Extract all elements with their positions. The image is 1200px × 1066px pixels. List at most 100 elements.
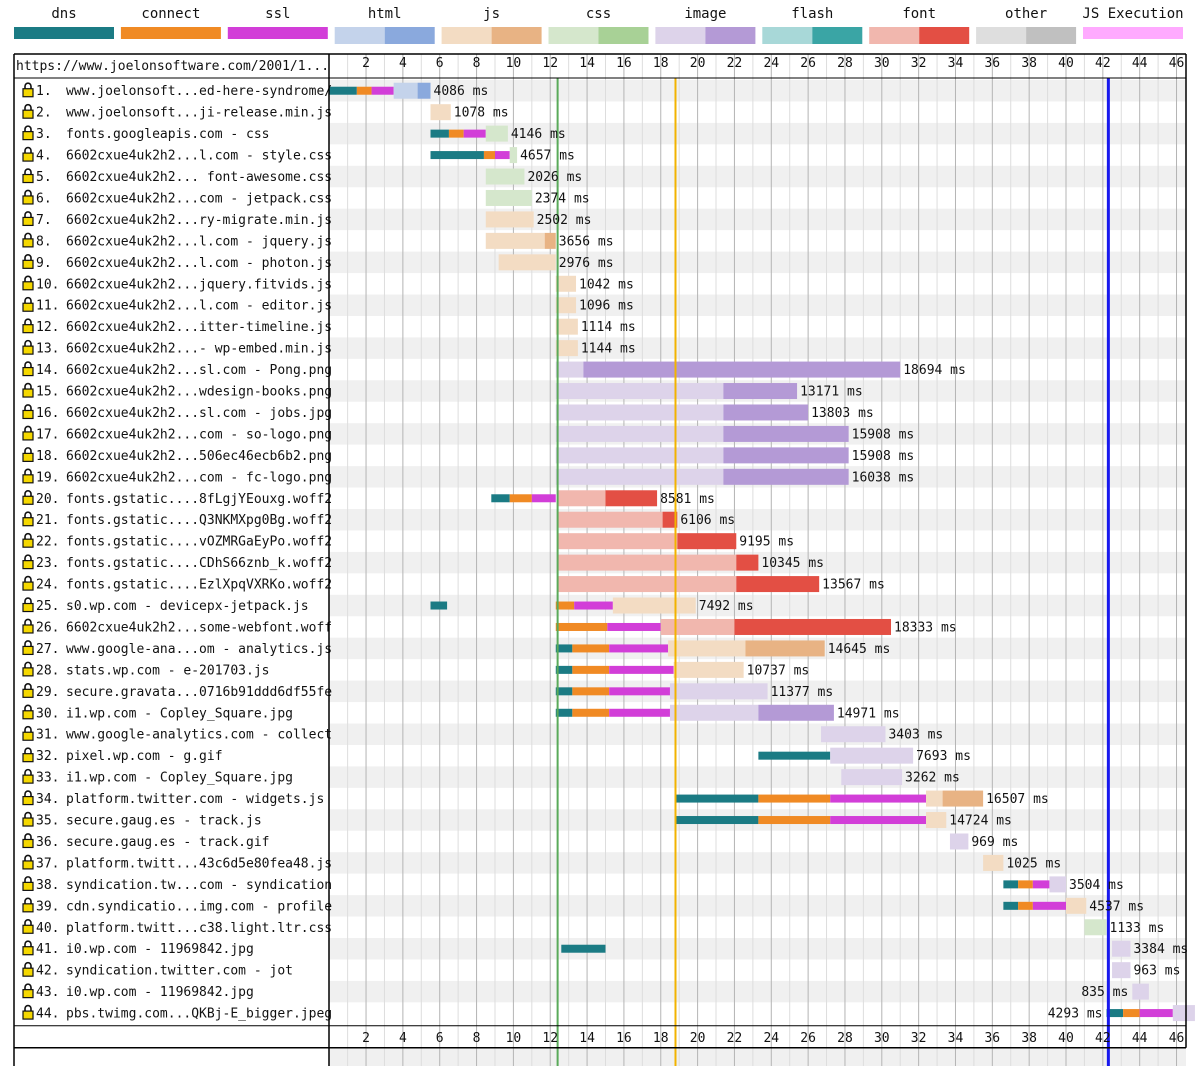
legend-swatch-font-download — [919, 27, 970, 44]
request-label[interactable]: fonts.gstatic....EzlXpqVXRKo.woff2 — [66, 578, 332, 593]
request-duration: 11377 ms — [771, 685, 834, 700]
bar-wait — [1066, 897, 1087, 914]
request-duration: 9195 ms — [739, 535, 794, 550]
request-duration: 15908 ms — [852, 449, 915, 464]
request-label[interactable]: platform.twitt...43c6d5e80fea48.js — [66, 856, 332, 871]
request-label[interactable]: stats.wp.com - e-201703.js — [66, 663, 270, 678]
x-tick-label-top: 6 — [436, 56, 444, 71]
row-stripe — [329, 80, 1186, 102]
bar-dns-extra — [430, 601, 448, 610]
row-stripe — [329, 723, 1186, 745]
request-duration: 2976 ms — [559, 256, 614, 271]
request-label[interactable]: 6602cxue4uk2h2...- wp-embed.min.js — [66, 342, 332, 357]
request-duration: 4146 ms — [511, 127, 566, 142]
bar-ssl — [1139, 1009, 1173, 1018]
request-label[interactable]: fonts.gstatic....8fLgjYEouxg.woff2 — [66, 492, 332, 507]
request-label[interactable]: www.joelonsoft...ed-here-syndrome/ — [66, 84, 332, 99]
request-label[interactable]: www.joelonsoft...ji-release.min.js — [66, 106, 332, 121]
request-label[interactable]: secure.gravata...0716b91ddd6df55fe — [66, 685, 332, 700]
bar-wait — [1084, 919, 1107, 936]
request-label[interactable]: syndication.twitter.com - jot — [66, 964, 293, 979]
bar-wait — [555, 383, 724, 400]
request-label[interactable]: 6602cxue4uk2h2...sl.com - Pong.png — [66, 363, 332, 378]
x-tick-label-bottom: 22 — [727, 1031, 743, 1046]
lock-icon — [22, 811, 34, 827]
bar-wait — [612, 597, 696, 614]
x-tick-label-bottom: 28 — [837, 1031, 853, 1046]
bar-recv — [583, 361, 901, 378]
request-label[interactable]: pixel.wp.com - g.gif — [66, 749, 223, 764]
request-label[interactable]: 6602cxue4uk2h2...ry-migrate.min.js — [66, 213, 332, 228]
x-tick-label-bottom: 36 — [984, 1031, 1000, 1046]
request-label[interactable]: 6602cxue4uk2h2...com - jetpack.css — [66, 191, 332, 206]
request-label[interactable]: 6602cxue4uk2h2...l.com - jquery.js — [66, 234, 332, 249]
request-label[interactable]: syndication.tw...com - syndication — [66, 878, 332, 893]
request-label[interactable]: i0.wp.com - 11969842.jpg — [66, 942, 254, 957]
x-tick-label-bottom: 20 — [690, 1031, 706, 1046]
legend-label-dns: dns — [51, 6, 76, 22]
bar-wait — [669, 683, 768, 700]
bar-dns — [555, 644, 573, 653]
bar-wait — [485, 125, 508, 142]
request-number: 44. — [36, 1007, 59, 1022]
bar-wait — [1172, 1005, 1195, 1022]
request-duration: 8581 ms — [660, 492, 715, 507]
request-label[interactable]: 6602cxue4uk2h2...sl.com - jobs.jpg — [66, 406, 332, 421]
bar-recv — [734, 618, 892, 635]
request-label[interactable]: fonts.gstatic....Q3NKMXpg0Bg.woff2 — [66, 513, 332, 528]
request-label[interactable]: secure.gaug.es - track.js — [66, 814, 262, 829]
bar-dns — [430, 151, 484, 160]
x-tick-label-bottom: 42 — [1095, 1031, 1111, 1046]
request-label[interactable]: 6602cxue4uk2h2... font-awesome.css — [66, 170, 332, 185]
legend-label-flash: flash — [791, 6, 833, 22]
request-label[interactable]: www.google-analytics.com - collect — [66, 728, 332, 743]
request-number: 3. — [36, 127, 52, 142]
request-label[interactable]: s0.wp.com - devicepx-jetpack.js — [66, 599, 309, 614]
request-label[interactable]: 6602cxue4uk2h2...itter-timeline.js — [66, 320, 332, 335]
request-label[interactable]: fonts.gstatic....CDhS66znb_k.woff2 — [66, 556, 332, 571]
bar-recv — [758, 704, 834, 721]
request-label[interactable]: 6602cxue4uk2h2...l.com - photon.js — [66, 256, 332, 271]
request-label[interactable]: cdn.syndicatio...img.com - profile — [66, 899, 332, 914]
bar-wait — [660, 618, 735, 635]
request-label[interactable]: 6602cxue4uk2h2...l.com - style.css — [66, 149, 332, 164]
request-label[interactable]: www.google-ana...om - analytics.js — [66, 642, 332, 657]
x-tick-label-top: 14 — [579, 56, 595, 71]
request-number: 35. — [36, 814, 59, 829]
request-label[interactable]: 6602cxue4uk2h2...l.com - editor.js — [66, 299, 332, 314]
request-duration: 835 ms — [1081, 985, 1128, 1000]
bar-dns — [491, 494, 510, 503]
bar-wait — [555, 340, 578, 357]
request-label[interactable]: platform.twitt...c38.light.ltr.css — [66, 921, 332, 936]
request-label[interactable]: secure.gaug.es - track.gif — [66, 835, 270, 850]
request-number: 25. — [36, 599, 59, 614]
request-label[interactable]: 6602cxue4uk2h2...some-webfont.woff — [66, 620, 332, 635]
request-label[interactable]: i1.wp.com - Copley_Square.jpg — [66, 706, 293, 721]
request-label[interactable]: pbs.twimg.com...QKBj-E_bigger.jpeg — [66, 1007, 332, 1022]
request-number: 8. — [36, 234, 52, 249]
request-label[interactable]: 6602cxue4uk2h2...506ec46ecb6b2.png — [66, 449, 332, 464]
bar-wait — [557, 490, 606, 507]
request-label[interactable]: 6602cxue4uk2h2...jquery.fitvids.js — [66, 277, 332, 292]
request-label[interactable]: fonts.googleapis.com - css — [66, 127, 270, 142]
request-label[interactable]: 6602cxue4uk2h2...com - fc-logo.png — [66, 470, 332, 485]
bar-dns — [1106, 1009, 1124, 1018]
bar-connect — [509, 494, 532, 503]
request-label[interactable]: i1.wp.com - Copley_Square.jpg — [66, 771, 293, 786]
request-label[interactable]: fonts.gstatic....vOZMRGaEyPo.woff2 — [66, 535, 332, 550]
bar-ssl — [830, 816, 927, 825]
request-number: 4. — [36, 149, 52, 164]
lock-icon — [22, 618, 34, 634]
lock-icon — [22, 232, 34, 248]
request-number: 36. — [36, 835, 59, 850]
request-label[interactable]: platform.twitter.com - widgets.js — [66, 792, 324, 807]
bar-recv — [677, 533, 737, 550]
request-number: 17. — [36, 427, 59, 442]
request-label[interactable]: 6602cxue4uk2h2...wdesign-books.png — [66, 385, 332, 400]
lock-icon — [22, 1004, 34, 1020]
request-label[interactable]: i0.wp.com - 11969842.jpg — [66, 985, 254, 1000]
legend-swatch-flash-download — [812, 27, 863, 44]
request-label[interactable]: 6602cxue4uk2h2...com - so-logo.png — [66, 427, 332, 442]
x-tick-label-bottom: 30 — [874, 1031, 890, 1046]
row-stripe — [329, 895, 1186, 917]
